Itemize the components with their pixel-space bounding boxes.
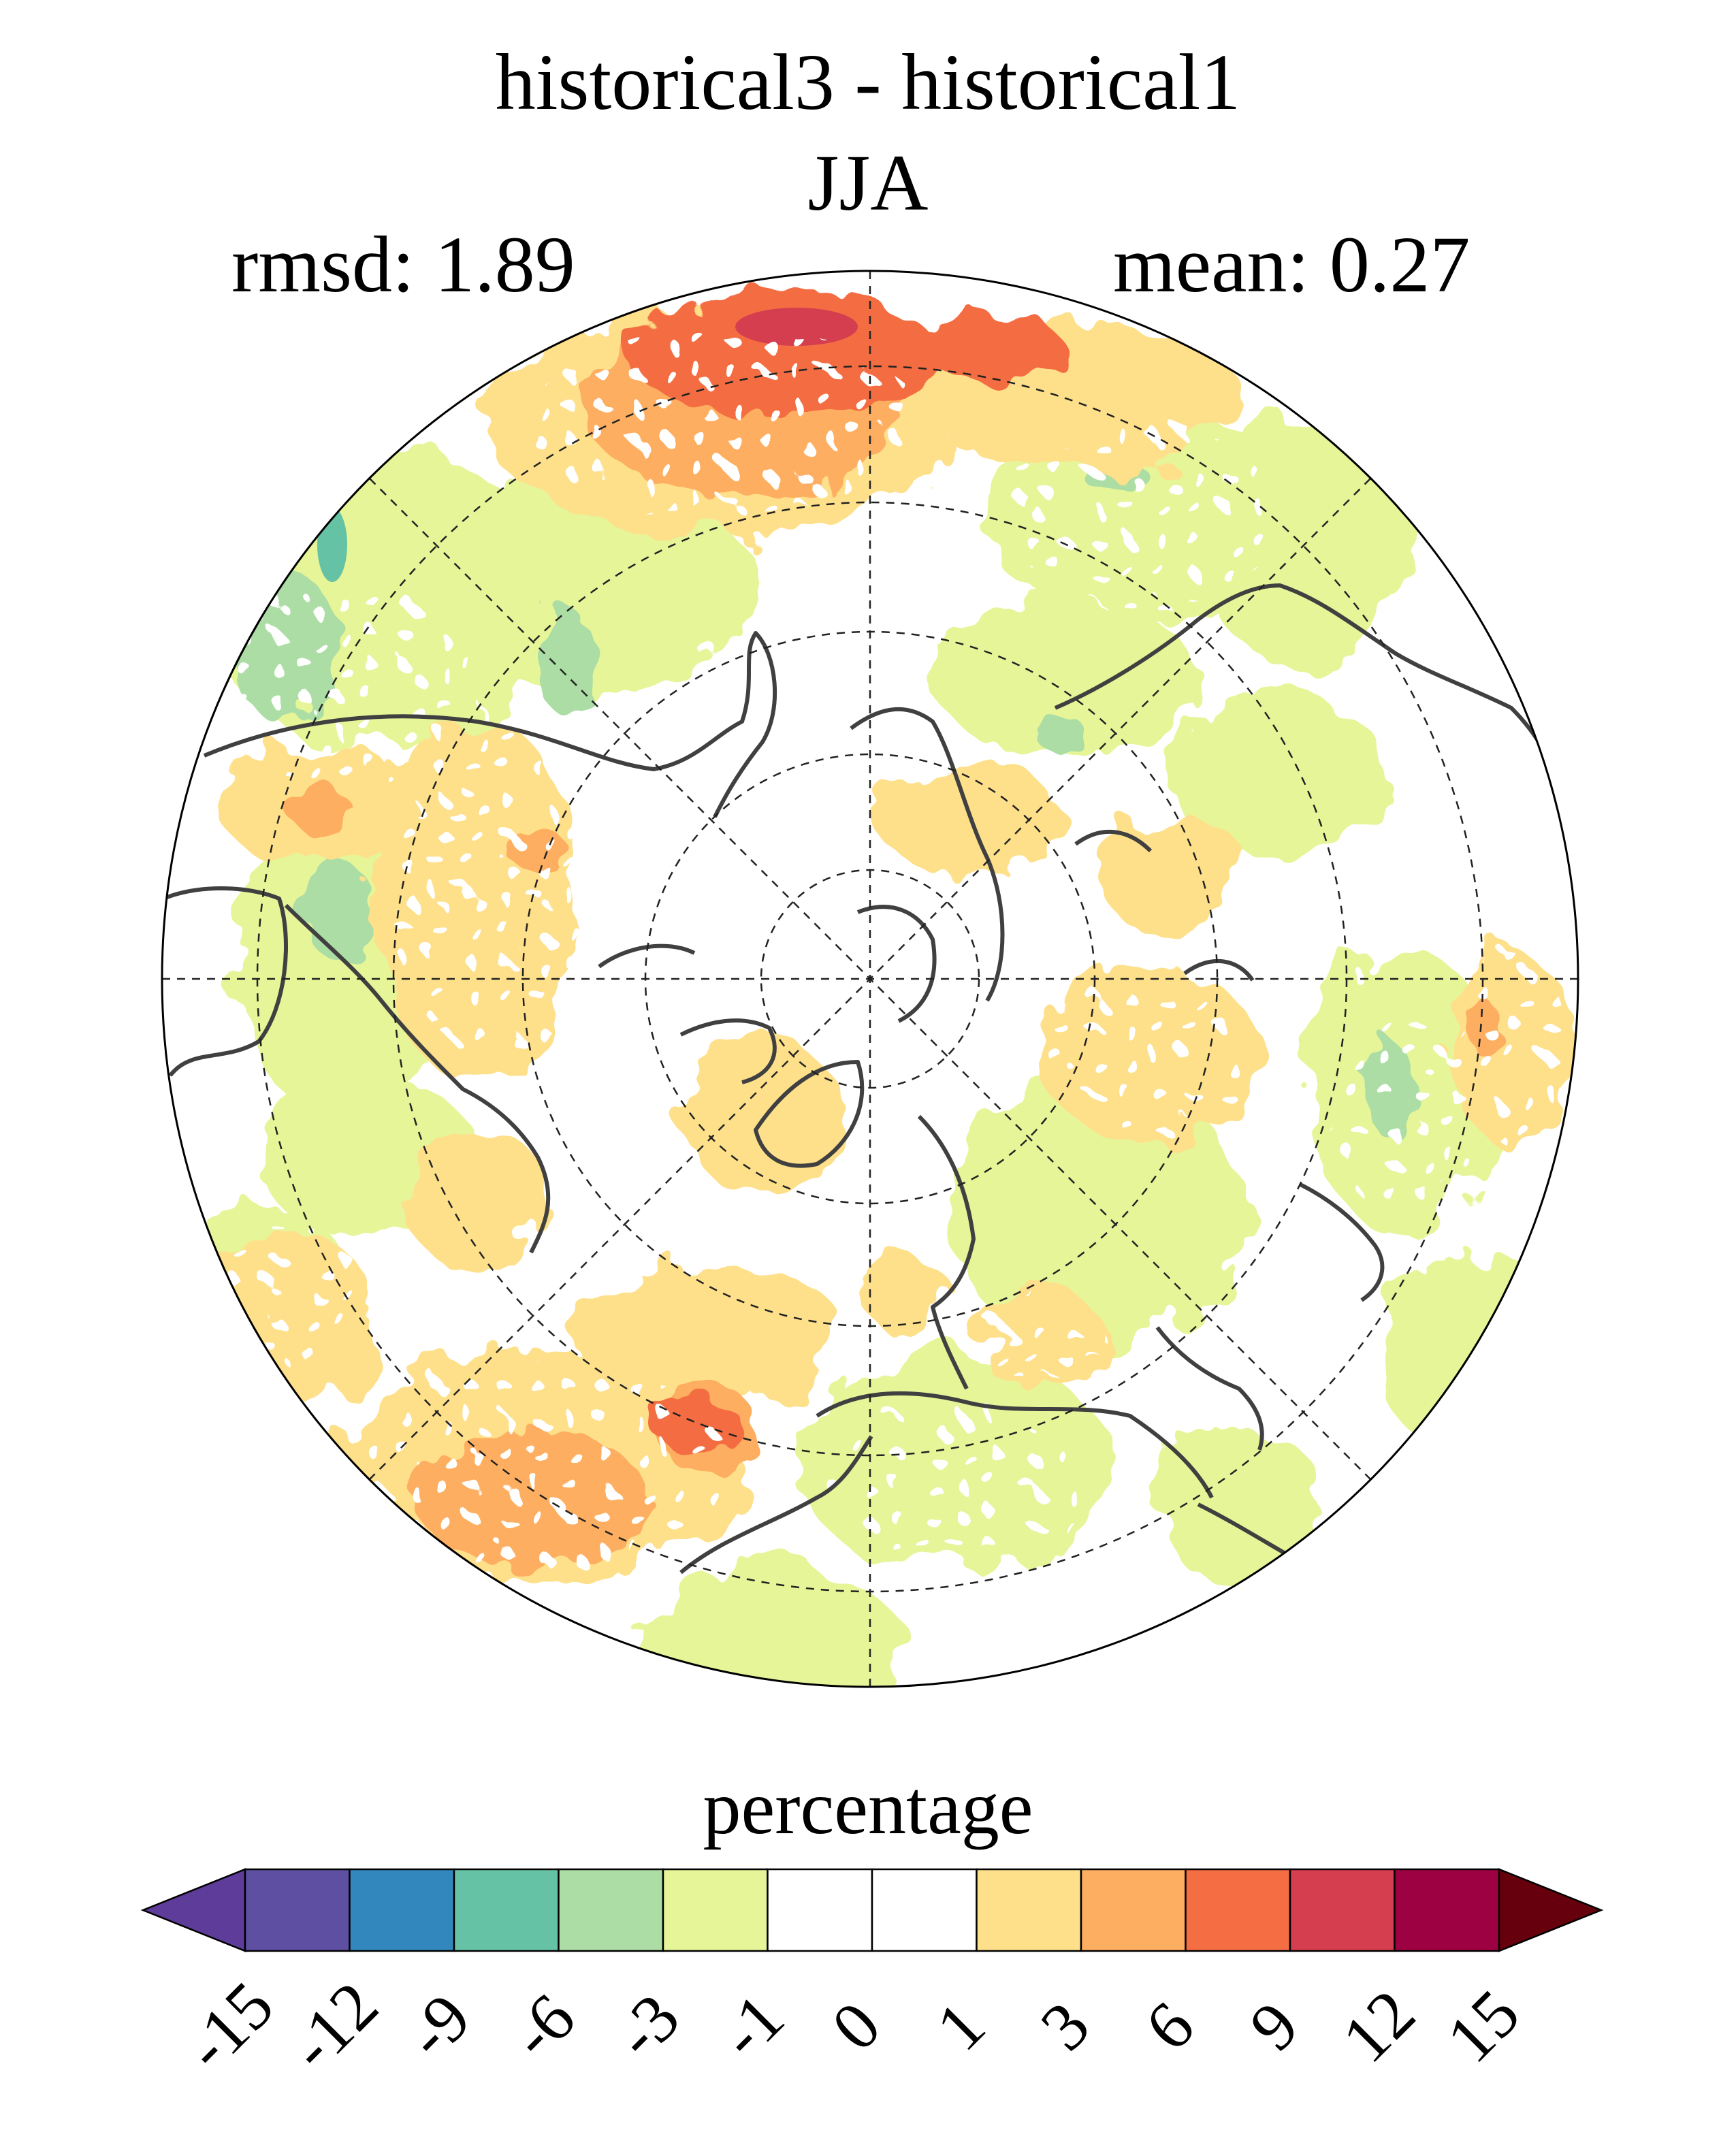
colorbar-box: [244, 1868, 351, 1952]
colorbar-tick-label: 12: [1328, 1975, 1429, 2077]
colorbar-tick-label: -3: [600, 1980, 694, 2073]
colorbar-box: [976, 1868, 1082, 1952]
colorbar-box: [662, 1868, 769, 1952]
colorbar-box: [1289, 1868, 1396, 1952]
season-subtitle: JJA: [807, 138, 929, 227]
colorbar-box: [767, 1868, 873, 1952]
rmsd-label: rmsd: 1.89: [231, 220, 575, 309]
colorbar-tick-label: -12: [274, 1967, 392, 2085]
coastlines: [162, 583, 1561, 1590]
map-boundary: [161, 270, 1579, 1688]
colorbar-box: [1080, 1868, 1187, 1952]
colorbar-tick-label: 15: [1432, 1975, 1534, 2077]
colorbar-tick-label: -1: [705, 1980, 798, 2073]
colorbar-box: [1394, 1868, 1500, 1952]
colorbar-tick-label: 0: [817, 1987, 895, 2065]
mean-label: mean: 0.27: [1113, 220, 1470, 309]
colorbar-tick-label: 3: [1026, 1987, 1104, 2065]
colorbar-box: [349, 1868, 455, 1952]
colorbar-extend-low: [140, 1868, 246, 1952]
colorbar-box: [453, 1868, 560, 1952]
colorbar-tick-label: 9: [1235, 1987, 1313, 2065]
colorbar-box: [558, 1868, 664, 1952]
significance-stippling: [204, 334, 1566, 1566]
colorbar-tick-label: -15: [170, 1967, 288, 2085]
colorbar-tick-label: -9: [391, 1980, 485, 2073]
colorbar-box: [871, 1868, 978, 1952]
colorbar-title: percentage: [703, 1766, 1033, 1850]
colorbar-box: [1185, 1868, 1291, 1952]
polar-map: [161, 270, 1579, 1688]
colorbar-tick-label: 6: [1131, 1987, 1208, 2065]
map-title: historical3 - historical1: [495, 37, 1241, 127]
colorbar-tick-label: -6: [496, 1980, 589, 2073]
colorbar-extend-high: [1498, 1868, 1604, 1952]
graticule: [162, 271, 1578, 1687]
colorbar-tick-label: 1: [922, 1987, 999, 2065]
